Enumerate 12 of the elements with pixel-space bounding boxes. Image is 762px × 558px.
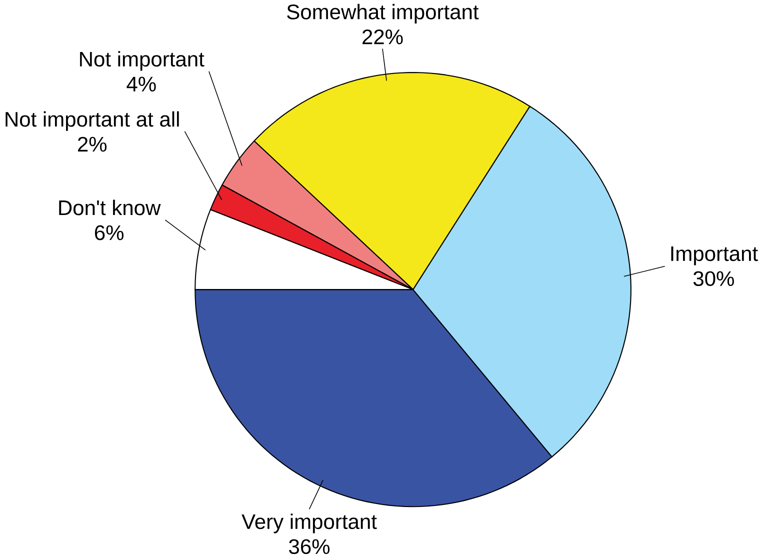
slice-label: Very important (242, 514, 377, 534)
slice-label: Somewhat important (287, 4, 479, 24)
slice-label: Not important at all (6, 111, 179, 131)
slice-label: Don't know (59, 200, 161, 216)
data-label: 30% (693, 271, 734, 286)
data-label: 4% (126, 76, 156, 92)
slice-label: Important (671, 246, 758, 266)
slice-label: Not important (80, 51, 204, 71)
data-label: 6% (94, 225, 124, 240)
data-label: 36% (289, 539, 330, 554)
data-label: 2% (78, 136, 107, 152)
data-label: 22% (362, 29, 403, 44)
